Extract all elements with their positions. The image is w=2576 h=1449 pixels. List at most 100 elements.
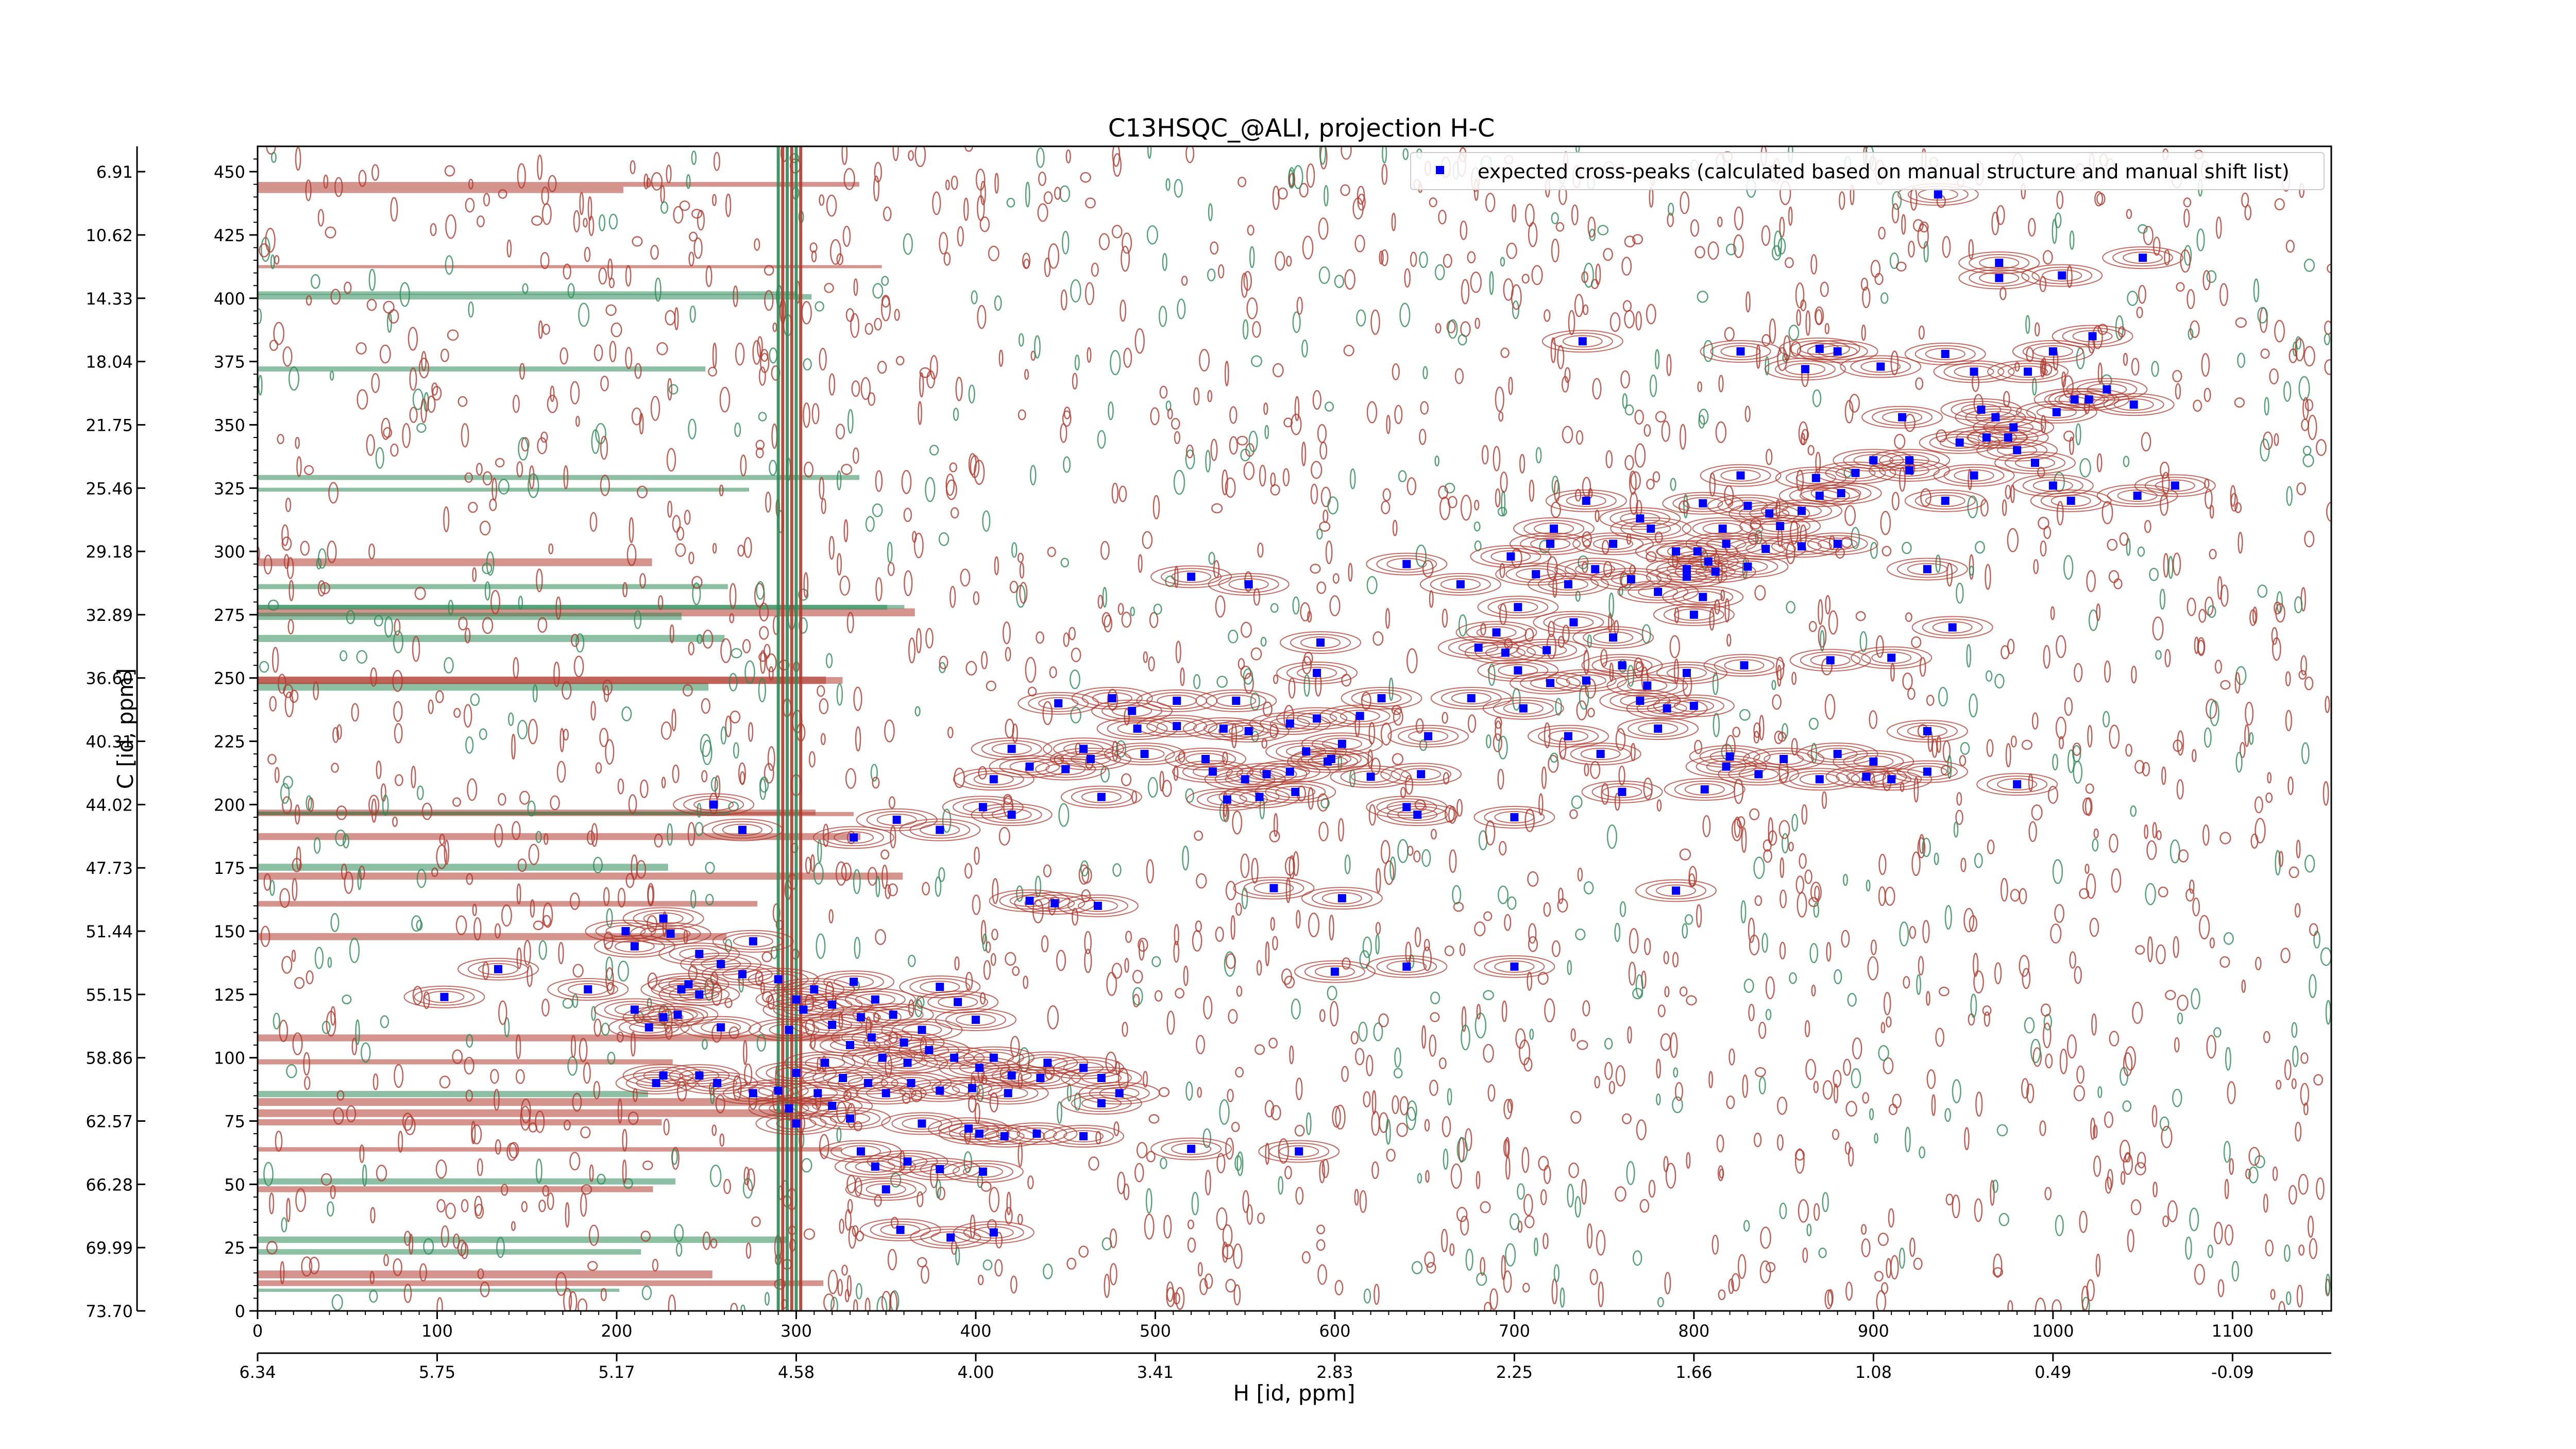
peak-marker bbox=[828, 1102, 837, 1110]
peak-marker bbox=[1097, 1099, 1106, 1108]
x-ppm-tick-label: 1.08 bbox=[1855, 1362, 1892, 1382]
peak-marker bbox=[621, 927, 630, 936]
peak-marker bbox=[1330, 967, 1339, 976]
peak-marker bbox=[925, 1046, 934, 1054]
peak-marker bbox=[1564, 580, 1572, 588]
peak-marker bbox=[1654, 724, 1663, 733]
peak-marker bbox=[1313, 668, 1321, 677]
peak-marker bbox=[1815, 775, 1824, 784]
y-index-tick-label: 200 bbox=[214, 795, 245, 815]
peak-marker bbox=[907, 1079, 916, 1087]
x-index-tick-label: 600 bbox=[1319, 1321, 1350, 1341]
peak-marker bbox=[1133, 724, 1142, 733]
peak-marker bbox=[1291, 787, 1300, 796]
x-ppm-tick-label: 5.75 bbox=[419, 1362, 455, 1382]
peak-marker bbox=[849, 833, 858, 842]
peak-marker bbox=[2066, 496, 2075, 505]
peak-marker bbox=[867, 1033, 876, 1042]
peak-marker bbox=[1323, 757, 1332, 766]
peak-marker bbox=[713, 1079, 722, 1087]
x-index-tick-label: 800 bbox=[1678, 1321, 1709, 1341]
peak-marker bbox=[1302, 747, 1311, 756]
peak-marker bbox=[1402, 803, 1411, 812]
peak-marker bbox=[1689, 701, 1698, 710]
peak-marker bbox=[2048, 481, 2057, 490]
y-index-tick-label: 175 bbox=[214, 858, 245, 878]
peak-marker bbox=[1173, 722, 1181, 731]
peak-marker bbox=[846, 1114, 854, 1123]
peak-marker bbox=[1995, 274, 2004, 282]
x-index-tick-label: 0 bbox=[252, 1321, 263, 1341]
peak-marker bbox=[1093, 901, 1102, 910]
peak-marker bbox=[1564, 732, 1572, 740]
peak-marker bbox=[1711, 567, 1720, 576]
peak-marker bbox=[1754, 770, 1763, 779]
peak-marker bbox=[863, 1079, 872, 1087]
peak-marker bbox=[1905, 466, 1914, 475]
x-index-tick-label: 100 bbox=[421, 1321, 453, 1341]
x-index-tick-label: 900 bbox=[1858, 1321, 1889, 1341]
peak-marker bbox=[1262, 770, 1271, 779]
peak-marker bbox=[1241, 775, 1249, 784]
legend-box bbox=[1410, 152, 2325, 190]
y-ppm-tick-label: 18.04 bbox=[86, 352, 133, 372]
peak-marker bbox=[2103, 385, 2111, 394]
peak-marker bbox=[1355, 712, 1364, 720]
peak-marker bbox=[645, 1023, 653, 1032]
peak-marker bbox=[1036, 1074, 1045, 1082]
peak-marker bbox=[1467, 694, 1476, 703]
peak-marker bbox=[1514, 666, 1522, 675]
peak-marker bbox=[1043, 1058, 1052, 1067]
peak-marker bbox=[666, 929, 675, 938]
peak-marker bbox=[1815, 492, 1824, 500]
peak-marker bbox=[2052, 408, 2061, 416]
peak-marker bbox=[878, 1053, 887, 1062]
peak-marker bbox=[1626, 575, 1635, 584]
y-ppm-tick-label: 69.99 bbox=[86, 1238, 133, 1258]
peak-marker bbox=[1546, 540, 1555, 548]
peak-marker bbox=[1811, 474, 1820, 482]
y-index-tick-label: 25 bbox=[224, 1238, 245, 1258]
chart-title: C13HSQC_@ALI, projection H-C bbox=[1108, 114, 1495, 143]
peak-marker bbox=[1510, 962, 1519, 971]
peak-marker bbox=[494, 965, 502, 973]
peak-marker bbox=[1316, 638, 1325, 647]
peak-marker bbox=[1941, 349, 1950, 358]
y-index-tick-label: 250 bbox=[214, 669, 245, 688]
peak-marker bbox=[1591, 565, 1600, 574]
peak-marker bbox=[1941, 496, 1950, 505]
y-axis-index-ticks: 0 25 50 75 100 125 150 175 200 225 250 275 300 325 350… bbox=[214, 158, 258, 1321]
peak-marker bbox=[989, 775, 998, 784]
peak-marker bbox=[1682, 565, 1691, 574]
legend-marker bbox=[1436, 166, 1444, 174]
peak-marker bbox=[1492, 628, 1501, 637]
peak-marker bbox=[1201, 754, 1210, 763]
peak-marker bbox=[2084, 395, 2093, 404]
peak-marker bbox=[964, 1124, 973, 1133]
x-index-tick-label: 300 bbox=[781, 1321, 812, 1341]
peak-marker bbox=[630, 1005, 639, 1014]
peak-marker bbox=[1609, 540, 1618, 548]
peak-marker bbox=[1514, 603, 1522, 612]
peak-marker bbox=[871, 995, 879, 1004]
peak-marker bbox=[2058, 271, 2066, 280]
peak-marker bbox=[989, 1228, 998, 1237]
peak-marker bbox=[738, 825, 747, 834]
plot-area bbox=[257, 145, 2332, 1312]
peak-marker bbox=[1970, 367, 1978, 376]
y-ppm-tick-label: 25.46 bbox=[86, 479, 133, 498]
peak-marker bbox=[1079, 1064, 1088, 1072]
peak-marker bbox=[1801, 365, 1809, 374]
peak-layer bbox=[440, 190, 2179, 1242]
y-ppm-tick-label: 44.02 bbox=[86, 795, 133, 815]
peak-marker bbox=[799, 1005, 808, 1014]
peak-marker bbox=[810, 985, 819, 994]
peak-marker bbox=[738, 970, 747, 979]
peak-marker bbox=[1654, 587, 1663, 596]
peak-marker bbox=[1700, 785, 1709, 794]
peak-marker bbox=[1736, 347, 1745, 356]
peak-marker bbox=[1108, 694, 1116, 703]
peak-marker bbox=[1569, 618, 1578, 627]
y-ppm-tick-label: 10.62 bbox=[86, 226, 133, 245]
peak-marker bbox=[774, 1086, 783, 1095]
